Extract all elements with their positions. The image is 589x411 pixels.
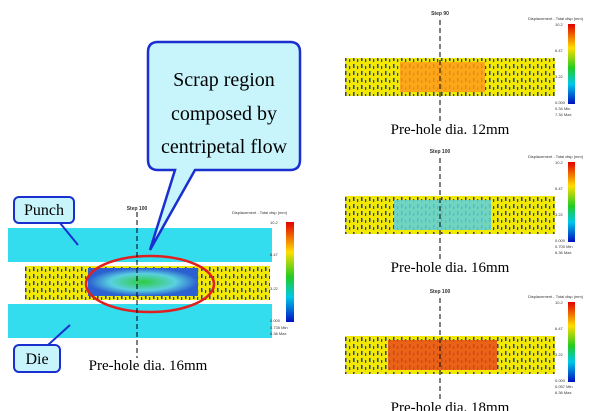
colorbar — [568, 162, 575, 242]
legend-min: 0.700 Min — [555, 244, 573, 249]
caption: Pre-hole dia. 16mm — [391, 260, 510, 276]
colorbar — [568, 302, 575, 382]
legend-tick: 10.2 — [270, 220, 279, 225]
legend-tick: 6.47 — [555, 326, 564, 331]
legend: Displacement - Total disp (mm) 10.2 6.47… — [232, 210, 294, 336]
legend-tick: 3.22 — [555, 352, 564, 357]
legend-tick: 3.22 — [555, 212, 564, 217]
legend-tick: 3.22 — [270, 286, 279, 291]
legend-max: 7.34 Max — [555, 112, 571, 117]
colorbar — [286, 222, 294, 322]
legend-tick: 6.47 — [555, 186, 564, 191]
step-label: Step 100 — [430, 289, 451, 295]
legend-title: Displacement - Total disp (mm) — [528, 294, 584, 299]
legend-tick: 0.000 — [555, 378, 566, 383]
die-label-box — [13, 344, 61, 373]
legend-max: 6.38 Max — [270, 331, 286, 336]
pointer — [59, 222, 79, 246]
caption: Pre-hole dia. 16mm — [89, 358, 208, 374]
callout-line: Scrap region — [173, 69, 275, 91]
scrap-zone — [400, 62, 485, 92]
die-label: Die — [25, 351, 48, 368]
step-label: Step 100 — [127, 206, 148, 212]
caption: Pre-hole dia. 12mm — [391, 122, 510, 138]
die — [8, 304, 272, 338]
legend-tick: 10.2 — [555, 160, 564, 165]
legend-tick: 0.000 — [555, 238, 566, 243]
panels: Step 90 Pre-hole dia. 12mm Displacement - … — [345, 11, 584, 411]
callout-line: composed by — [171, 103, 277, 125]
legend-title: Displacement - Total disp (mm) — [232, 210, 288, 215]
highlight-ellipse — [84, 254, 216, 314]
callout-line: centripetal flow — [161, 136, 288, 158]
legend-min: 0.057 Min — [555, 384, 573, 389]
legend-tick: 10.2 — [555, 22, 564, 27]
legend-tick: 10.2 — [555, 300, 564, 305]
punch-label-box — [13, 196, 75, 224]
colorbar — [568, 24, 575, 104]
scrap-zone — [394, 200, 491, 230]
punch-label: Punch — [24, 202, 64, 219]
legend-title: Displacement - Total disp (mm) — [528, 154, 584, 159]
legend-tick: 6.47 — [555, 48, 564, 53]
legend-tick: 0.000 — [270, 318, 281, 323]
caption: Pre-hole dia. 18mm — [391, 400, 510, 411]
legend-tick: 3.22 — [555, 74, 564, 79]
legend-max: 6.36 Max — [555, 250, 571, 255]
scrap-zone — [88, 268, 198, 296]
legend-min: 0.735 Min — [270, 325, 288, 330]
legend-max: 6.36 Max — [555, 390, 571, 395]
scrap-zone — [388, 340, 497, 370]
pointer — [47, 324, 71, 346]
legend-title: Displacement - Total disp (mm) — [528, 16, 584, 21]
legend-tick: 0.000 — [555, 100, 566, 105]
callout-bubble — [146, 40, 302, 251]
step-label: Step 90 — [431, 11, 449, 17]
legend-tick: 6.47 — [270, 252, 279, 257]
legend-min: 0.34 Min — [555, 106, 570, 111]
step-label: Step 100 — [430, 149, 451, 155]
